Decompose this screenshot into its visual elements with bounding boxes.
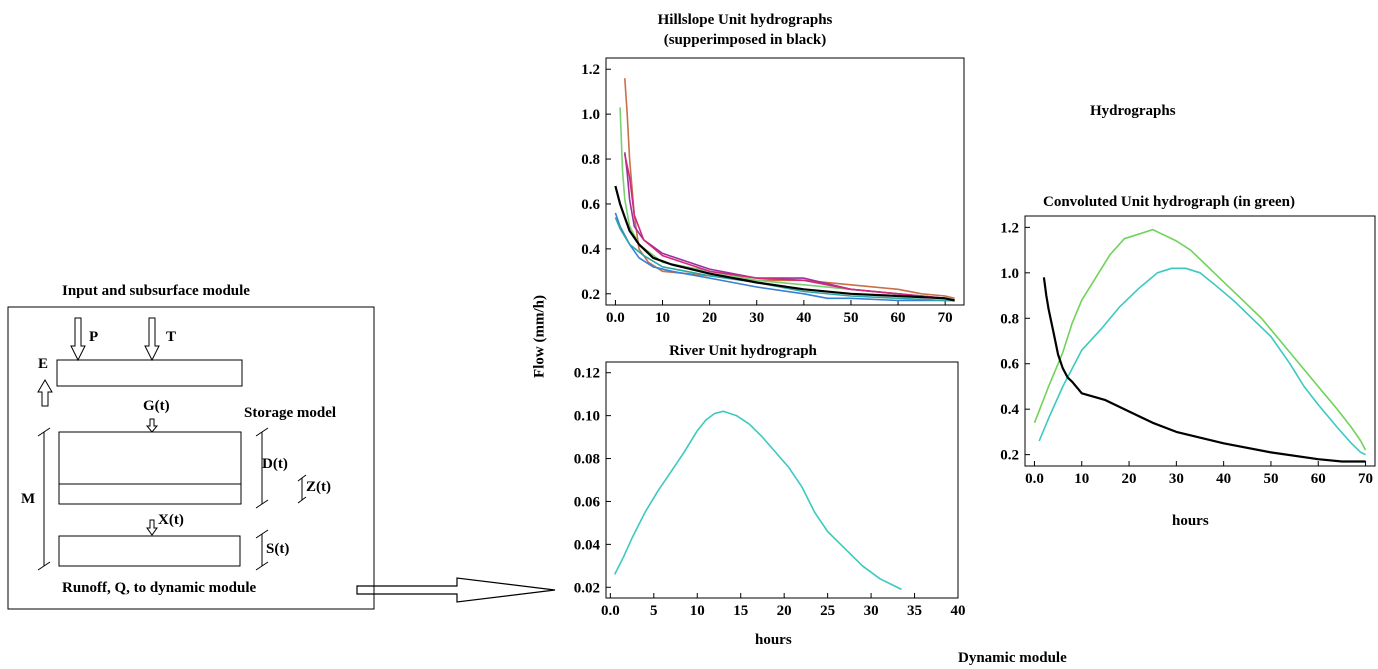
convoluted-series-line-0 — [1033, 228, 1367, 451]
hillslope-subtitle: (supperimposed in black) — [663, 32, 827, 48]
convoluted-ytick-label: 1.0 — [1000, 266, 1019, 282]
label-x: X(t) — [158, 512, 184, 528]
convoluted-ytick-label: 0.8 — [1000, 311, 1019, 327]
river-ytick-label: 0.10 — [574, 409, 600, 425]
label-t: T — [166, 329, 177, 345]
convoluted-xtick-label: 60 — [1311, 471, 1326, 487]
convoluted-ytick-label: 0.4 — [1000, 402, 1019, 418]
label-s: S(t) — [266, 541, 290, 557]
hillslope-ytick-label: 1.2 — [581, 62, 600, 78]
label-z: Z(t) — [306, 479, 331, 495]
convoluted-ytick-label: 1.2 — [1000, 220, 1019, 236]
hillslope-xtick-label: 30 — [749, 310, 764, 326]
convoluted-xtick-label: 50 — [1263, 471, 1278, 487]
river-title: River Unit hydrograph — [669, 343, 817, 359]
convoluted-xtick-label: 20 — [1122, 471, 1137, 487]
river-xlabel: hours — [755, 632, 792, 648]
river-xtick-label: 15 — [733, 603, 748, 619]
river-ytick-label: 0.08 — [574, 452, 600, 468]
runoff-flow-arrow-icon — [356, 577, 556, 603]
river-xtick-label: 0.0 — [601, 603, 620, 619]
hillslope-chart: 0.0 10 20 30 40 50 60 70 0.2 0.4 0.6 0.8 1.0 1.2 — [581, 57, 965, 326]
convoluted-xtick-label: 70 — [1358, 471, 1373, 487]
label-storage-model: Storage model — [244, 405, 337, 421]
hillslope-series-line-5 — [614, 217, 955, 302]
recharge-arrow-icon — [145, 418, 159, 433]
hillslope-ytick-label: 0.2 — [581, 287, 600, 303]
convoluted-chart: 0.0 10 20 30 40 50 60 70 0.2 0.4 0.6 0.8 1.0 1.2 — [1000, 215, 1376, 487]
river-series-line-0 — [613, 410, 902, 591]
d-dimension-bracket — [255, 427, 269, 509]
river-ytick-label: 0.12 — [574, 366, 600, 382]
hillslope-ytick-label: 1.0 — [581, 107, 600, 123]
evaporation-arrow-icon — [37, 379, 53, 407]
convoluted-series-line-2 — [1042, 277, 1366, 463]
hillslope-xtick-label: 0.0 — [606, 310, 625, 326]
river-xtick-label: 5 — [650, 603, 658, 619]
river-xtick-label: 25 — [820, 603, 835, 619]
temperature-arrow-icon — [144, 317, 160, 362]
convoluted-plot-frame — [1024, 215, 1376, 467]
river-plot-frame — [605, 361, 959, 599]
z-dimension-bracket — [297, 474, 307, 504]
label-e: E — [38, 356, 49, 372]
hillslope-ytick-label: 0.8 — [581, 152, 600, 168]
hillslope-xtick-label: 60 — [891, 310, 906, 326]
river-xtick-label: 10 — [690, 603, 705, 619]
convoluted-xtick-label: 10 — [1074, 471, 1089, 487]
river-xtick-label: 40 — [951, 603, 966, 619]
convoluted-title: Convoluted Unit hydrograph (in green) — [1043, 194, 1295, 210]
module-frame — [7, 306, 375, 610]
dynamic-module-label: Dynamic module — [958, 650, 1067, 666]
river-ytick-label: 0.02 — [574, 580, 600, 596]
hillslope-xtick-label: 70 — [938, 310, 953, 326]
hillslope-xtick-label: 50 — [843, 310, 858, 326]
label-p: P — [89, 329, 99, 345]
convoluted-xtick-label: 30 — [1169, 471, 1184, 487]
runoff-label: Runoff, Q, to dynamic module — [62, 580, 257, 596]
label-d: D(t) — [262, 456, 288, 472]
hillslope-xtick-label: 40 — [796, 310, 811, 326]
drainage-arrow-icon — [146, 519, 158, 536]
hillslope-plot-frame — [605, 57, 965, 306]
hillslope-ytick-label: 0.4 — [581, 242, 600, 258]
m-dimension-bracket — [37, 427, 51, 571]
hillslope-series-line-3 — [624, 154, 955, 302]
convoluted-xtick-label: 0.0 — [1025, 471, 1044, 487]
river-xtick-label: 35 — [907, 603, 922, 619]
hillslope-xtick-label: 20 — [702, 310, 717, 326]
river-xtick-label: 20 — [777, 603, 792, 619]
precipitation-arrow-icon — [70, 317, 86, 362]
hillslope-title: Hillslope Unit hydrographs — [657, 12, 833, 28]
river-ytick-label: 0.06 — [574, 494, 601, 510]
label-g: G(t) — [143, 398, 170, 414]
saturated-box — [58, 535, 241, 567]
hillslope-xtick-label: 10 — [655, 310, 670, 326]
river-chart: 0.0 5 10 15 20 25 30 35 40 0.02 0.04 0.06 0.08 0.10 0.… — [574, 361, 966, 619]
label-m: M — [21, 491, 36, 507]
input-module-title: Input and subsurface module — [62, 283, 250, 299]
river-ytick-label: 0.04 — [574, 537, 601, 553]
river-xtick-label: 30 — [864, 603, 879, 619]
convoluted-xtick-label: 40 — [1216, 471, 1231, 487]
convoluted-series-line-1 — [1038, 267, 1366, 456]
hydrographs-title: Hydrographs — [1090, 103, 1176, 119]
hillslope-ytick-label: 0.6 — [581, 197, 600, 213]
shared-ylabel: Flow (mm/h) — [531, 295, 548, 378]
charts-layer: 0.0 10 20 30 40 50 60 70 0.2 0.4 0.6 0.8 1.0 1.2 0.0 5 1… — [574, 57, 1376, 619]
convoluted-ytick-label: 0.2 — [1000, 448, 1019, 464]
surface-box — [56, 359, 243, 387]
hillslope-series-line-6 — [614, 185, 955, 302]
s-dimension-bracket — [255, 529, 269, 571]
hillslope-series-line-0 — [624, 78, 955, 300]
hillslope-series-line-2 — [624, 152, 955, 302]
convoluted-ytick-label: 0.6 — [1000, 357, 1019, 373]
convoluted-xlabel: hours — [1172, 513, 1209, 529]
unsaturated-box — [58, 431, 242, 505]
